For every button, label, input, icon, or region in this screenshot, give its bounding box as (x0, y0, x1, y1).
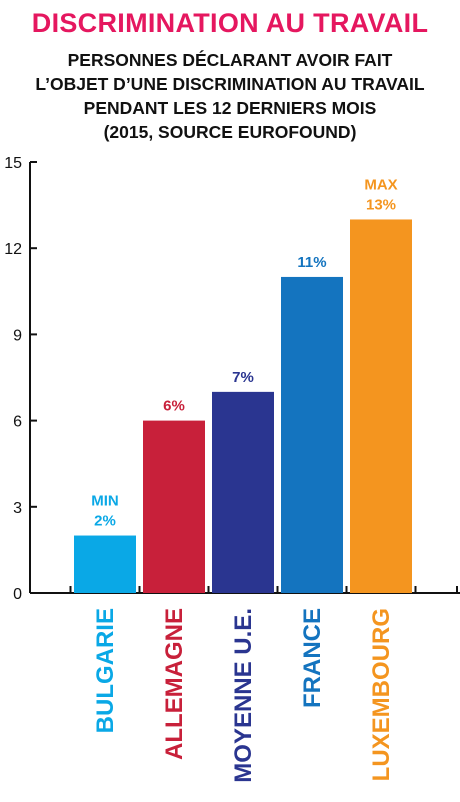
category-label: BULGARIE (92, 608, 119, 733)
chart-title: DISCRIMINATION AU TRAVAIL (31, 8, 429, 38)
bar (212, 391, 274, 593)
data-label-extra: MAX (364, 176, 397, 193)
data-label: 6% (163, 398, 185, 415)
bar (281, 276, 343, 593)
category-label: LUXEMBOURG (368, 608, 395, 781)
y-tick-label: 12 (4, 241, 22, 258)
category-label: ALLEMAGNE (161, 608, 188, 760)
y-tick-label: 15 (4, 155, 22, 172)
bar (143, 420, 205, 593)
subtitle-line-2: L’OBJET D’UNE DISCRIMINATION AU TRAVAIL (35, 74, 425, 94)
data-label: 13% (366, 196, 396, 213)
data-label: 7% (232, 369, 254, 386)
y-tick-label: 9 (13, 327, 22, 344)
data-label-extra: MIN (91, 493, 119, 510)
data-label: 2% (94, 513, 116, 530)
subtitle-line-4: (2015, SOURCE EUROFOUND) (103, 122, 357, 142)
y-tick-label: 3 (13, 500, 22, 517)
bar (350, 219, 412, 593)
category-label: MOYENNE U.E. (230, 608, 257, 783)
y-tick-label: 0 (13, 586, 22, 603)
data-label: 11% (297, 254, 326, 271)
bar (74, 535, 136, 593)
y-tick-label: 6 (13, 414, 22, 431)
chart-subtitle: PERSONNES DÉCLARANT AVOIR FAIT L’OBJET D… (10, 48, 450, 144)
category-label: FRANCE (299, 608, 326, 708)
subtitle-line-1: PERSONNES DÉCLARANT AVOIR FAIT (67, 50, 393, 70)
subtitle-line-3: PENDANT LES 12 DERNIERS MOIS (83, 98, 377, 118)
